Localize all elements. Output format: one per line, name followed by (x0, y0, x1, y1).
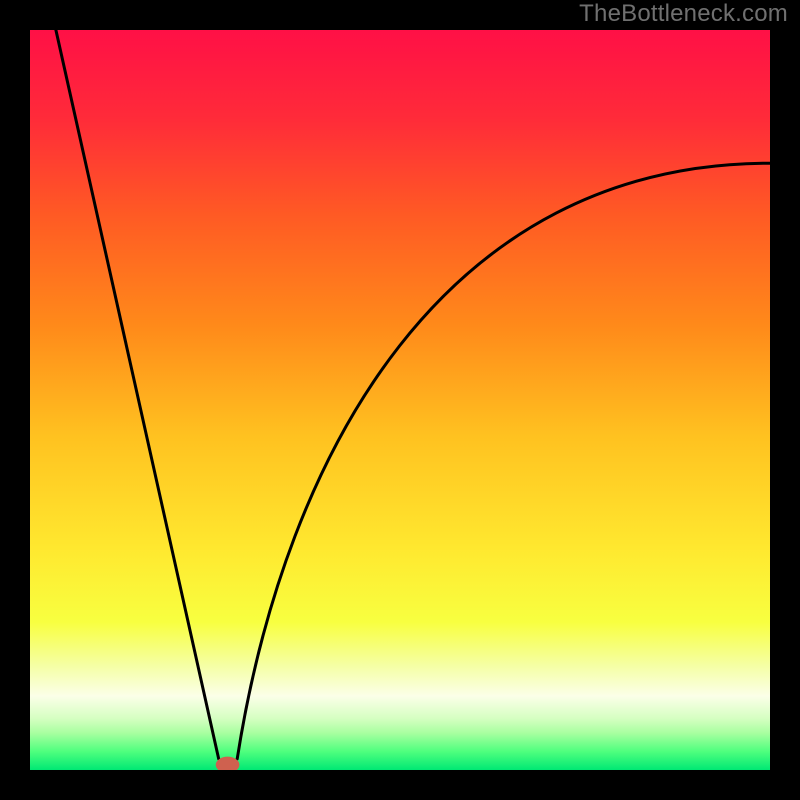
plot-area (30, 30, 770, 770)
bottleneck-curve-chart (30, 30, 770, 770)
chart-container: TheBottleneck.com (0, 0, 800, 800)
gradient-background (30, 30, 770, 770)
watermark-text: TheBottleneck.com (579, 0, 788, 28)
